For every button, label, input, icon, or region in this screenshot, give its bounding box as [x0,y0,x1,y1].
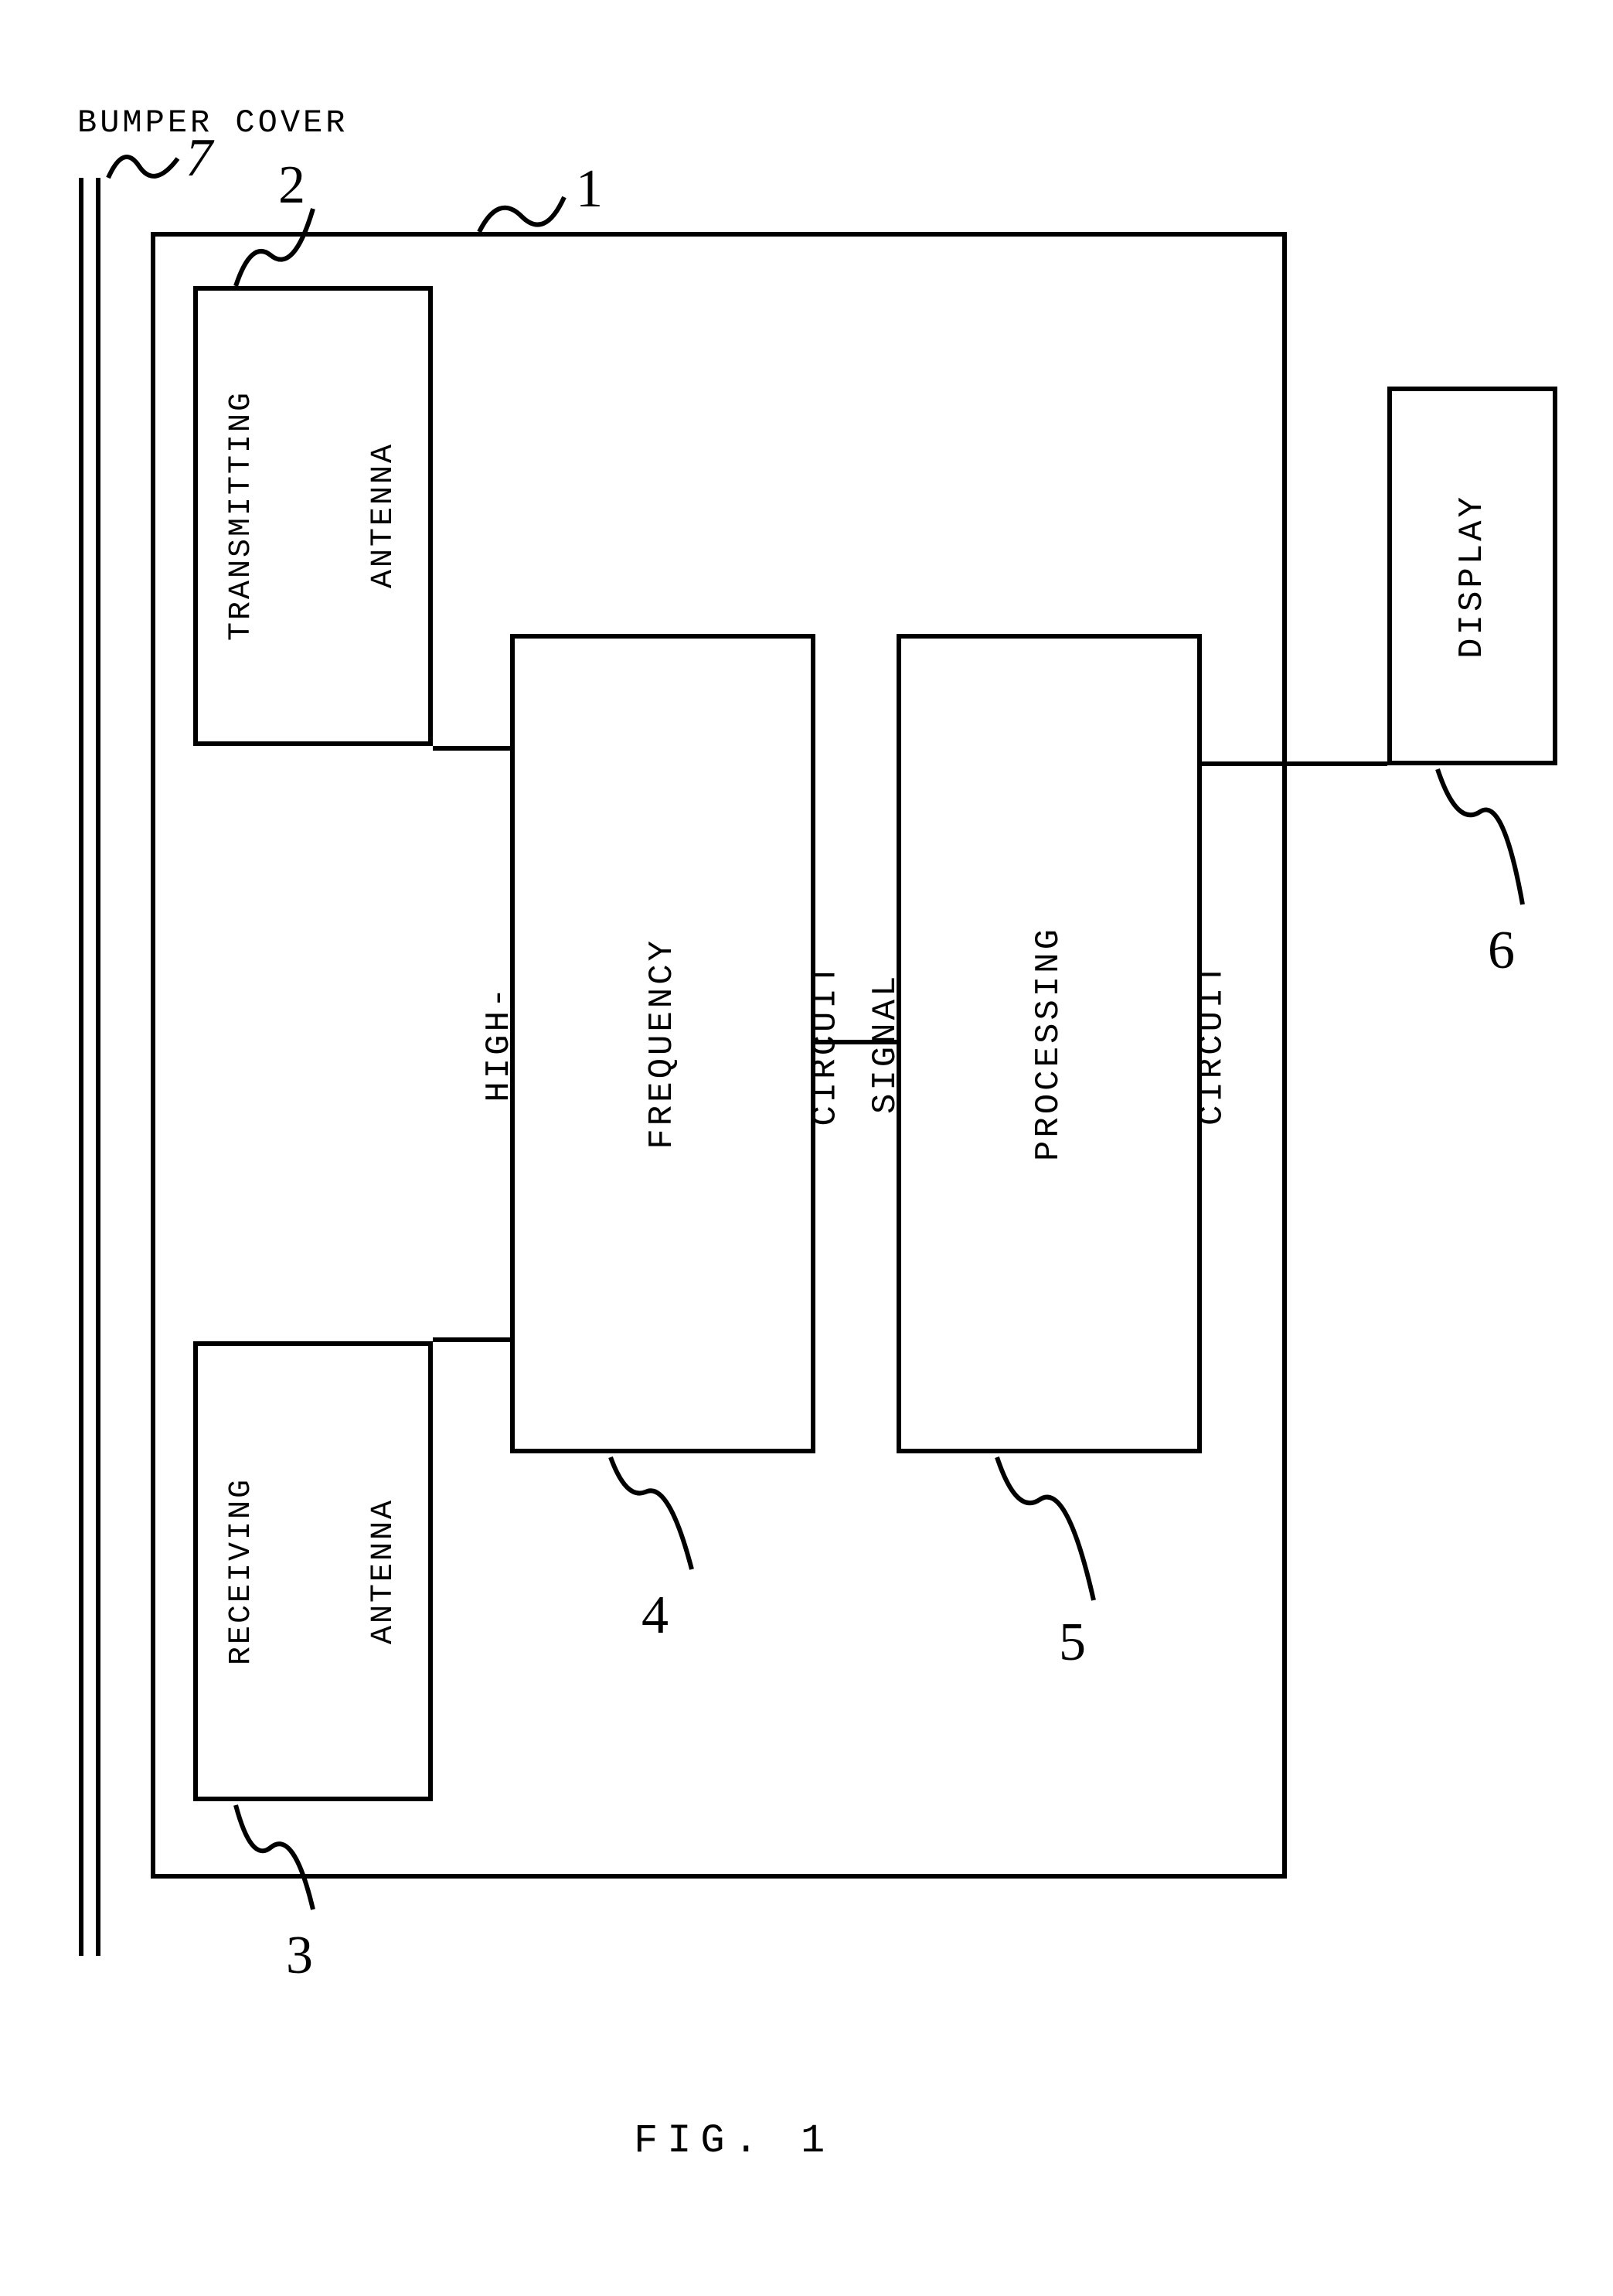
connector-ta-hf [433,746,510,751]
hf-line1: HIGH- [459,938,541,1150]
ref-num-1: 1 [576,158,604,220]
leader-line-5 [982,1453,1121,1639]
connector-hf-sp [815,1040,897,1044]
connector-ra-hf [433,1337,510,1342]
display-block: DISPLAY [1387,387,1557,765]
ref-num-6: 6 [1488,920,1516,982]
high-frequency-circuit-block: HIGH- FREQUENCY CIRCUIT [510,634,815,1453]
ref-num-3: 3 [286,1925,315,1987]
connector-sp-out2 [1287,761,1387,766]
sp-line2: PROCESSING [1009,926,1091,1161]
connector-sp-out1 [1202,761,1287,766]
receiving-antenna-line1: RECEIVING [206,1477,277,1665]
signal-processing-circuit-block: SIGNAL PROCESSING CIRCUIT [897,634,1202,1453]
hf-line2: FREQUENCY [622,938,704,1150]
bumper-cover-bar [79,178,100,1956]
transmitting-antenna-block: TRANSMITTING ANTENNA [193,286,433,746]
ref-num-4: 4 [641,1585,670,1647]
receiving-antenna-block: RECEIVING ANTENNA [193,1341,433,1801]
leader-line-6 [1422,765,1546,935]
display-line1: DISPLAY [1453,494,1492,659]
diagram-container: BUMPER COVER 7 1 TRANSMITTING ANTENNA 2 … [0,0,1613,2296]
figure-caption: FIG. 1 [634,2118,834,2164]
transmitting-antenna-line1: TRANSMITTING [206,390,277,641]
transmitting-antenna-line2: ANTENNA [349,390,420,641]
leader-line-7 [93,135,185,213]
sp-line3: CIRCUIT [1172,926,1254,1161]
leader-line-3 [224,1801,340,1956]
ref-num-7: 7 [185,128,214,189]
ref-num-2: 2 [278,155,307,216]
receiving-antenna-line2: ANTENNA [349,1477,420,1665]
ref-num-5: 5 [1059,1612,1087,1674]
leader-line-1 [468,178,576,255]
